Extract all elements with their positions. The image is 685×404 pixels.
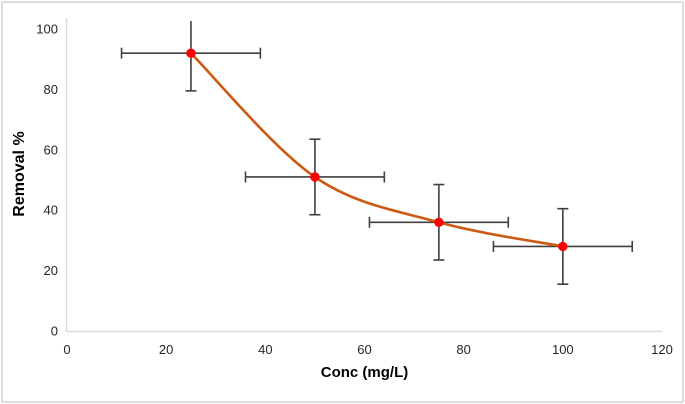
x-tick-label: 120 [651, 342, 673, 357]
data-point-marker [434, 217, 444, 227]
y-tick-label: 20 [44, 263, 58, 278]
data-point-marker [186, 48, 196, 58]
x-tick-label: 60 [357, 342, 371, 357]
x-tick-label: 20 [159, 342, 173, 357]
x-tick-label: 100 [552, 342, 574, 357]
x-tick-label: 40 [258, 342, 272, 357]
data-point-marker [558, 241, 568, 252]
y-tick-label: 40 [44, 203, 58, 218]
x-tick-label: 80 [456, 342, 470, 357]
y-tick-label: 80 [44, 82, 58, 97]
data-point-marker [310, 172, 320, 182]
x-tick-label: 0 [63, 342, 70, 357]
series-line [189, 51, 565, 248]
x-axis-title: Conc (mg/L) [320, 364, 409, 381]
y-tick-label: 100 [36, 22, 58, 37]
y-tick-label: 60 [44, 142, 58, 157]
y-tick-label: 0 [51, 324, 58, 339]
y-axis-title: Removal % [11, 131, 28, 217]
